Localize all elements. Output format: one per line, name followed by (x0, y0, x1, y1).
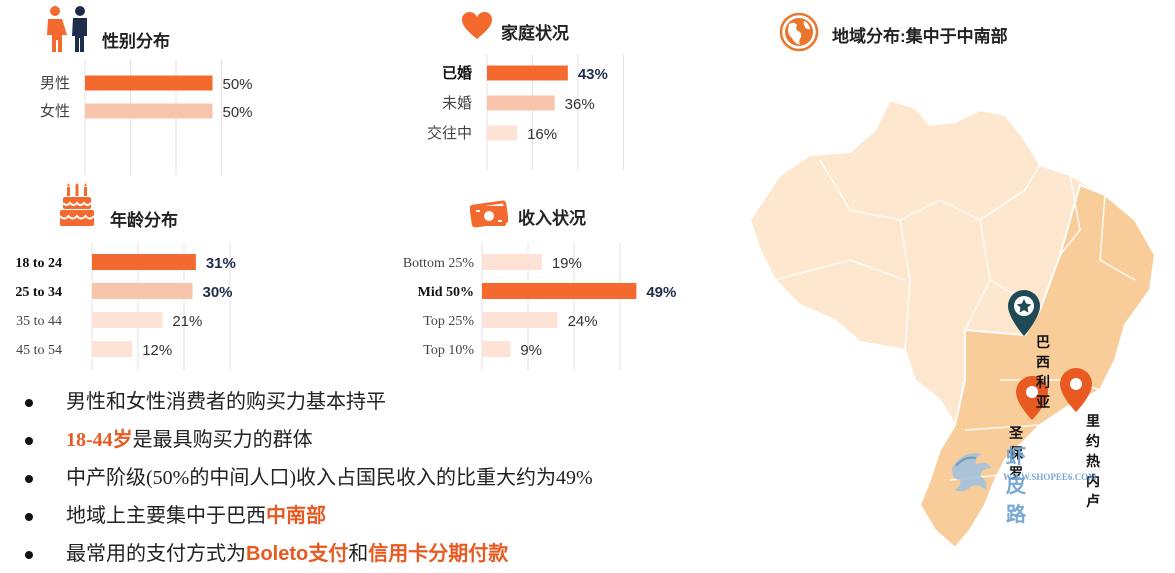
gender-title: 性别分布 (102, 32, 170, 51)
category-label: 男性 (40, 75, 70, 92)
bullet-item: 最常用的支付方式为Boleto支付和信用卡分期付款 (22, 535, 722, 573)
income-chart: Bottom 25% 19% Mid 50% 49% Top 25% 24% Top 10%… (403, 242, 676, 370)
family-chart: 已婚 43% 未婚 36% 交往中 16% (427, 55, 624, 170)
region-title: 地域分布:集中于中南部 (832, 27, 1008, 46)
bullet-item: 中产阶级(50%的中间人口)收入占国民收入的比重大约为49% (22, 459, 722, 497)
bar-gender (85, 103, 213, 119)
summary-bullets: 男性和女性消费者的购买力基本持平 18-44岁是最具购买力的群体 中产阶级(50… (22, 383, 722, 573)
data-label: 49% (646, 284, 676, 301)
bullet-text: 地域上主要集中于巴西 (66, 505, 266, 527)
city-label-brasilia: 巴西利亚 (1036, 334, 1050, 410)
data-label: 9% (520, 342, 542, 359)
map-pin-icon (1016, 376, 1048, 420)
bullet-highlight: 中南部 (266, 505, 326, 527)
data-label: 43% (578, 66, 608, 83)
bullet-item: 18-44岁是最具购买力的群体 (22, 421, 722, 459)
globe-icon (779, 12, 819, 57)
bullet-dot (25, 399, 33, 407)
data-label: 24% (568, 313, 598, 330)
heart-icon (462, 12, 492, 45)
bullet-highlight: 信用卡分期付款 (368, 543, 509, 565)
category-label: Top 10% (423, 343, 474, 358)
city-label-rio: 里约热内卢 (1086, 413, 1100, 509)
category-label: Mid 50% (418, 285, 474, 300)
bullet-text: 最常用的支付方式为 (66, 543, 246, 565)
age-chart: 18 to 24 31% 25 to 34 30% 35 to 44 21% 45 to 5… (15, 242, 236, 370)
map-pin-icon (1060, 368, 1092, 412)
birthday-cake-icon (59, 183, 95, 232)
data-label: 50% (223, 76, 253, 93)
bullet-item: 地域上主要集中于巴西中南部 (22, 497, 722, 535)
star-pin-icon (1008, 290, 1040, 336)
bar-family (487, 65, 568, 81)
bar-age (92, 312, 163, 328)
bullet-dot (25, 475, 33, 483)
data-label: 50% (223, 104, 253, 121)
category-label: 35 to 44 (16, 314, 62, 329)
bullet-dot (25, 551, 33, 559)
watermark-url: WWW.SHOPEE6.COM (1003, 472, 1097, 482)
data-label: 30% (203, 284, 233, 301)
category-label: Top 25% (423, 314, 474, 329)
watermark-logo: 虾皮路 (1006, 446, 1029, 526)
bullet-item: 男性和女性消费者的购买力基本持平 (22, 383, 722, 421)
category-label: 18 to 24 (15, 256, 62, 271)
bullet-text: 是最具购买力的群体 (132, 429, 313, 451)
bar-family (487, 95, 555, 111)
data-label: 16% (527, 126, 557, 143)
category-label: 25 to 34 (15, 285, 62, 300)
bullet-dot (25, 437, 33, 445)
bullet-highlight: Boleto支付 (246, 543, 349, 565)
category-label: 交往中 (427, 124, 472, 142)
bar-age (92, 341, 133, 357)
dragon-logo-icon (952, 453, 992, 492)
bar-income (482, 283, 637, 299)
gender-chart: 男性 50% 女性 50% (40, 60, 253, 175)
category-label: Bottom 25% (403, 256, 475, 271)
bullet-text: 男性和女性消费者的购买力基本持平 (66, 391, 386, 413)
bar-age (92, 254, 196, 270)
category-label: 45 to 54 (16, 343, 62, 358)
male-female-icon (42, 5, 94, 58)
data-label: 31% (206, 255, 236, 272)
income-title: 收入状况 (518, 209, 586, 228)
age-title: 年龄分布 (110, 211, 178, 230)
bullet-text: 和 (348, 543, 369, 565)
category-label: 未婚 (442, 95, 472, 112)
city-label-sao-paulo: 圣保罗 (1009, 425, 1023, 481)
bar-family (487, 125, 518, 141)
category-label: 已婚 (442, 64, 472, 82)
bar-income (482, 312, 558, 328)
bullet-dot (25, 513, 33, 521)
category-label: 女性 (40, 102, 70, 120)
bar-income (482, 254, 542, 270)
brazil-map (748, 98, 1157, 550)
bullet-text: 中产阶级(50%的中间人口)收入占国民收入的比重大约为49% (66, 467, 593, 489)
data-label: 12% (142, 342, 172, 359)
bar-age (92, 283, 193, 299)
family-title: 家庭状况 (501, 24, 569, 43)
bar-gender (85, 75, 213, 91)
data-label: 19% (552, 255, 582, 272)
bar-income (482, 341, 511, 357)
data-label: 36% (565, 96, 595, 113)
money-icon (469, 200, 509, 233)
bullet-highlight: 18-44岁 (66, 429, 133, 451)
data-label: 21% (172, 313, 202, 330)
